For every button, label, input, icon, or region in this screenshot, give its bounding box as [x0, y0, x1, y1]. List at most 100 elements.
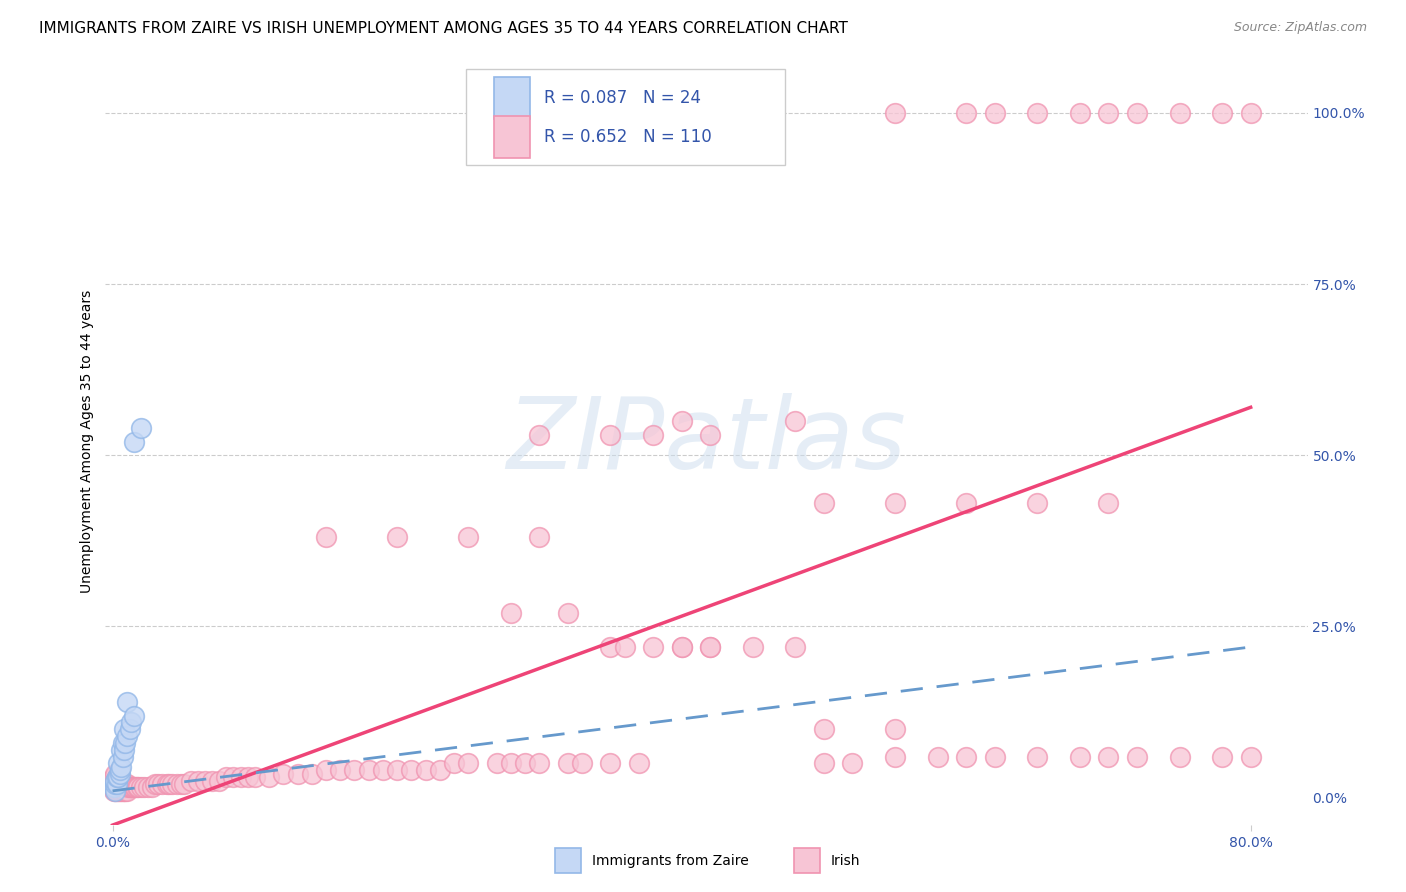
Point: [385, 764, 408, 778]
Point: [529, 756, 551, 771]
Point: [114, 777, 136, 791]
Point: [104, 773, 127, 788]
Point: [104, 780, 127, 795]
Point: [457, 530, 479, 544]
Point: [599, 427, 621, 442]
Point: [699, 640, 721, 654]
Point: [110, 777, 132, 791]
Point: [1211, 749, 1233, 764]
Point: [103, 770, 125, 784]
Point: [557, 756, 579, 771]
Text: Immigrants from Zaire: Immigrants from Zaire: [592, 854, 748, 868]
Point: [111, 784, 134, 798]
Point: [129, 780, 152, 795]
Point: [132, 780, 155, 795]
Point: [136, 780, 159, 795]
Point: [105, 777, 128, 791]
Point: [166, 777, 188, 791]
Point: [107, 777, 129, 791]
Point: [884, 749, 907, 764]
FancyBboxPatch shape: [467, 70, 785, 165]
Text: Source: ZipAtlas.com: Source: ZipAtlas.com: [1233, 21, 1367, 34]
Point: [643, 427, 665, 442]
Point: [162, 777, 184, 791]
Point: [141, 780, 163, 795]
Point: [557, 606, 579, 620]
Point: [315, 764, 337, 778]
Point: [143, 777, 166, 791]
Point: [129, 421, 152, 435]
FancyBboxPatch shape: [494, 116, 530, 158]
Point: [1126, 749, 1149, 764]
Point: [699, 640, 721, 654]
Point: [105, 784, 128, 798]
Point: [115, 695, 138, 709]
Text: IMMIGRANTS FROM ZAIRE VS IRISH UNEMPLOYMENT AMONG AGES 35 TO 44 YEARS CORRELATIO: IMMIGRANTS FROM ZAIRE VS IRISH UNEMPLOYM…: [39, 21, 848, 36]
Point: [1240, 749, 1263, 764]
Point: [1026, 105, 1049, 120]
Point: [111, 749, 134, 764]
Point: [194, 773, 217, 788]
Point: [127, 780, 149, 795]
Point: [401, 764, 423, 778]
Point: [122, 434, 145, 449]
Point: [107, 756, 129, 771]
Point: [104, 784, 127, 798]
Point: [173, 777, 195, 791]
Point: [236, 770, 259, 784]
Point: [457, 756, 479, 771]
Point: [114, 784, 136, 798]
Point: [115, 784, 138, 798]
Text: ZIPatlas: ZIPatlas: [506, 393, 907, 490]
Point: [110, 743, 132, 757]
Point: [105, 770, 128, 784]
Point: [107, 784, 129, 798]
Point: [955, 496, 977, 510]
Point: [104, 784, 127, 798]
Point: [120, 715, 142, 730]
Point: [187, 773, 209, 788]
Point: [107, 770, 129, 784]
Point: [110, 784, 132, 798]
Point: [529, 427, 551, 442]
Point: [271, 766, 294, 780]
Point: [120, 780, 142, 795]
Point: [1168, 105, 1191, 120]
Point: [201, 773, 224, 788]
Point: [785, 640, 807, 654]
Point: [122, 780, 145, 795]
Point: [118, 723, 141, 737]
Text: R = 0.087   N = 24: R = 0.087 N = 24: [544, 89, 702, 107]
Point: [114, 736, 136, 750]
Point: [150, 777, 173, 791]
Point: [115, 729, 138, 743]
Point: [643, 640, 665, 654]
Point: [741, 105, 763, 120]
Point: [671, 640, 693, 654]
Point: [1026, 496, 1049, 510]
Point: [955, 749, 977, 764]
Point: [1240, 105, 1263, 120]
Point: [529, 530, 551, 544]
Point: [112, 743, 135, 757]
FancyBboxPatch shape: [494, 77, 530, 120]
Point: [955, 105, 977, 120]
Point: [443, 756, 465, 771]
Point: [115, 777, 138, 791]
Point: [111, 777, 134, 791]
Point: [627, 756, 650, 771]
Text: R = 0.652   N = 110: R = 0.652 N = 110: [544, 128, 711, 145]
Point: [813, 756, 835, 771]
Point: [125, 780, 148, 795]
Point: [105, 777, 128, 791]
Point: [884, 723, 907, 737]
Point: [257, 770, 280, 784]
Point: [329, 764, 352, 778]
Point: [104, 777, 127, 791]
Point: [104, 773, 127, 788]
Point: [118, 780, 141, 795]
Point: [571, 756, 593, 771]
Point: [385, 530, 408, 544]
Point: [927, 749, 949, 764]
Point: [112, 784, 135, 798]
